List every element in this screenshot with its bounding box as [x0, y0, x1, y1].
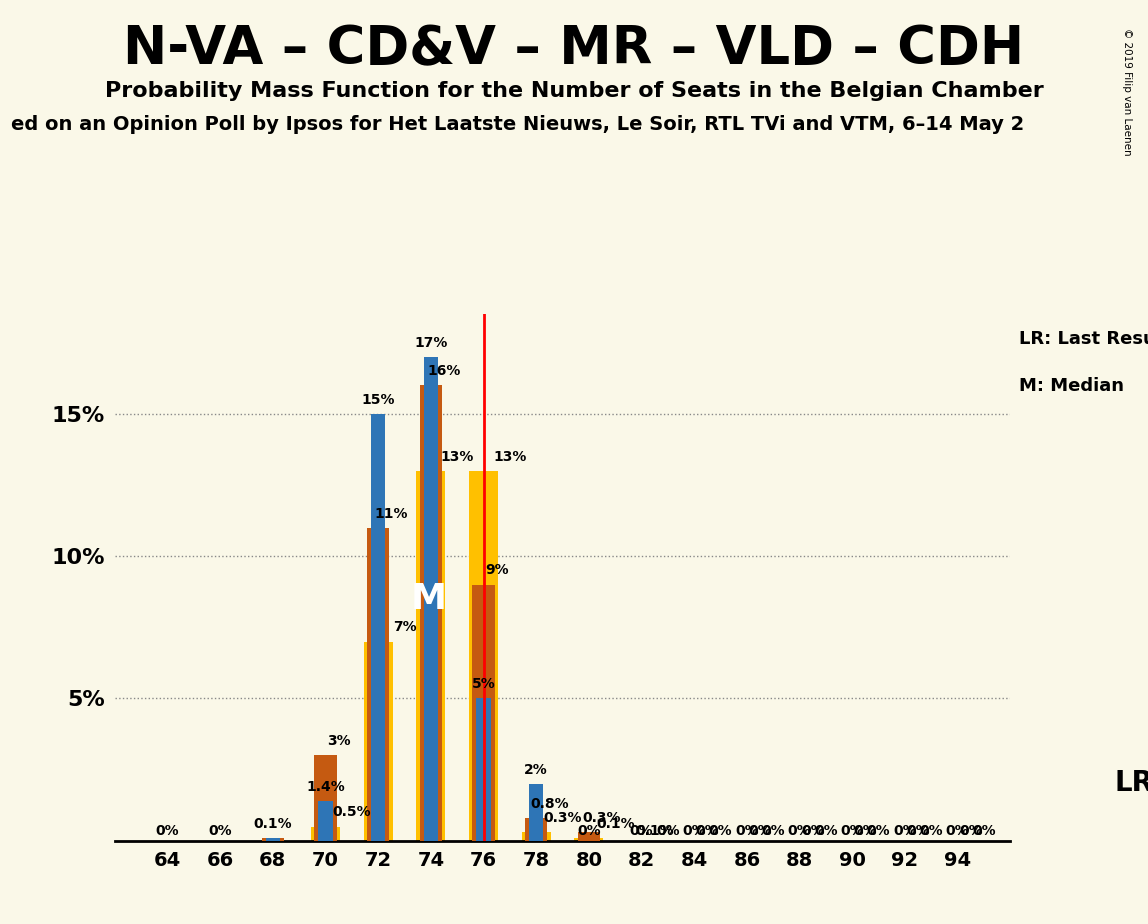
Text: M: Median: M: Median — [1019, 377, 1124, 395]
Text: 0%: 0% — [748, 824, 771, 838]
Text: 1.4%: 1.4% — [307, 780, 344, 794]
Text: 0%: 0% — [946, 824, 969, 838]
Bar — [424, 357, 439, 841]
Text: 16%: 16% — [427, 364, 460, 378]
Text: 0.1%: 0.1% — [254, 817, 292, 831]
Text: 0.5%: 0.5% — [333, 806, 371, 820]
Text: © 2019 Filip van Laenen: © 2019 Filip van Laenen — [1123, 28, 1132, 155]
Bar — [364, 641, 393, 841]
Text: 0%: 0% — [906, 824, 930, 838]
Text: 0%: 0% — [761, 824, 785, 838]
Text: 0%: 0% — [972, 824, 995, 838]
Bar — [521, 833, 551, 841]
Text: 0%: 0% — [893, 824, 917, 838]
Text: 0%: 0% — [788, 824, 812, 838]
Bar — [472, 585, 495, 841]
Text: 0%: 0% — [920, 824, 943, 838]
Text: 0%: 0% — [682, 824, 706, 838]
Text: ed on an Opinion Poll by Ipsos for Het Laatste Nieuws, Le Soir, RTL TVi and VTM,: ed on an Opinion Poll by Ipsos for Het L… — [11, 116, 1025, 135]
Text: Probability Mass Function for the Number of Seats in the Belgian Chamber: Probability Mass Function for the Number… — [104, 81, 1044, 102]
Text: 7%: 7% — [393, 620, 417, 635]
Bar — [367, 528, 389, 841]
Text: 0.3%: 0.3% — [583, 811, 621, 825]
Bar — [470, 470, 498, 841]
Text: 15%: 15% — [362, 393, 395, 407]
Bar — [529, 784, 543, 841]
Text: 11%: 11% — [374, 506, 408, 520]
Text: 0%: 0% — [696, 824, 719, 838]
Text: LR: Last Result: LR: Last Result — [1019, 330, 1148, 348]
Text: 0%: 0% — [814, 824, 838, 838]
Text: 0%: 0% — [708, 824, 732, 838]
Bar — [262, 838, 284, 841]
Bar — [265, 838, 280, 841]
Bar — [311, 827, 340, 841]
Bar — [476, 699, 490, 841]
Bar — [315, 756, 336, 841]
Text: LR: LR — [1115, 769, 1148, 796]
Text: 0%: 0% — [801, 824, 824, 838]
Text: 0.1%: 0.1% — [596, 817, 635, 831]
Text: 3%: 3% — [327, 735, 350, 748]
Text: 0%: 0% — [656, 824, 680, 838]
Bar — [574, 838, 604, 841]
Bar — [525, 818, 548, 841]
Bar — [420, 385, 442, 841]
Bar — [577, 833, 600, 841]
Text: 13%: 13% — [494, 450, 527, 464]
Text: 0%: 0% — [577, 824, 600, 838]
Text: 17%: 17% — [414, 335, 448, 350]
Text: N-VA – CD&V – MR – VLD – CDH: N-VA – CD&V – MR – VLD – CDH — [124, 23, 1024, 75]
Text: M: M — [410, 582, 447, 616]
Text: 0%: 0% — [959, 824, 983, 838]
Text: 0.3%: 0.3% — [543, 811, 582, 825]
Bar — [318, 801, 333, 841]
Text: 0%: 0% — [840, 824, 864, 838]
Text: 0.1%: 0.1% — [635, 824, 674, 838]
Text: 9%: 9% — [484, 564, 509, 578]
Text: 2%: 2% — [525, 763, 548, 777]
Text: 0%: 0% — [735, 824, 759, 838]
Bar — [371, 414, 386, 841]
Text: 13%: 13% — [441, 450, 474, 464]
Text: 0%: 0% — [630, 824, 653, 838]
Text: 0.8%: 0.8% — [530, 796, 568, 811]
Text: 0%: 0% — [208, 824, 232, 838]
Text: 0%: 0% — [867, 824, 891, 838]
Text: 5%: 5% — [472, 677, 496, 691]
Text: 0%: 0% — [854, 824, 877, 838]
Text: 0%: 0% — [156, 824, 179, 838]
Bar — [417, 470, 445, 841]
